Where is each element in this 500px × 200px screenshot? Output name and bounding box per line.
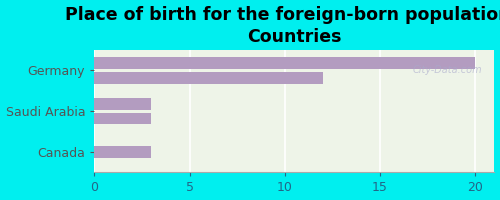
Title: Place of birth for the foreign-born population -
Countries: Place of birth for the foreign-born popu… [65,6,500,46]
Bar [94,113,152,124]
Text: City-Data.com: City-Data.com [413,65,482,75]
Bar [94,146,152,158]
Bar [94,57,475,69]
Bar [94,72,323,84]
Bar [94,98,152,110]
